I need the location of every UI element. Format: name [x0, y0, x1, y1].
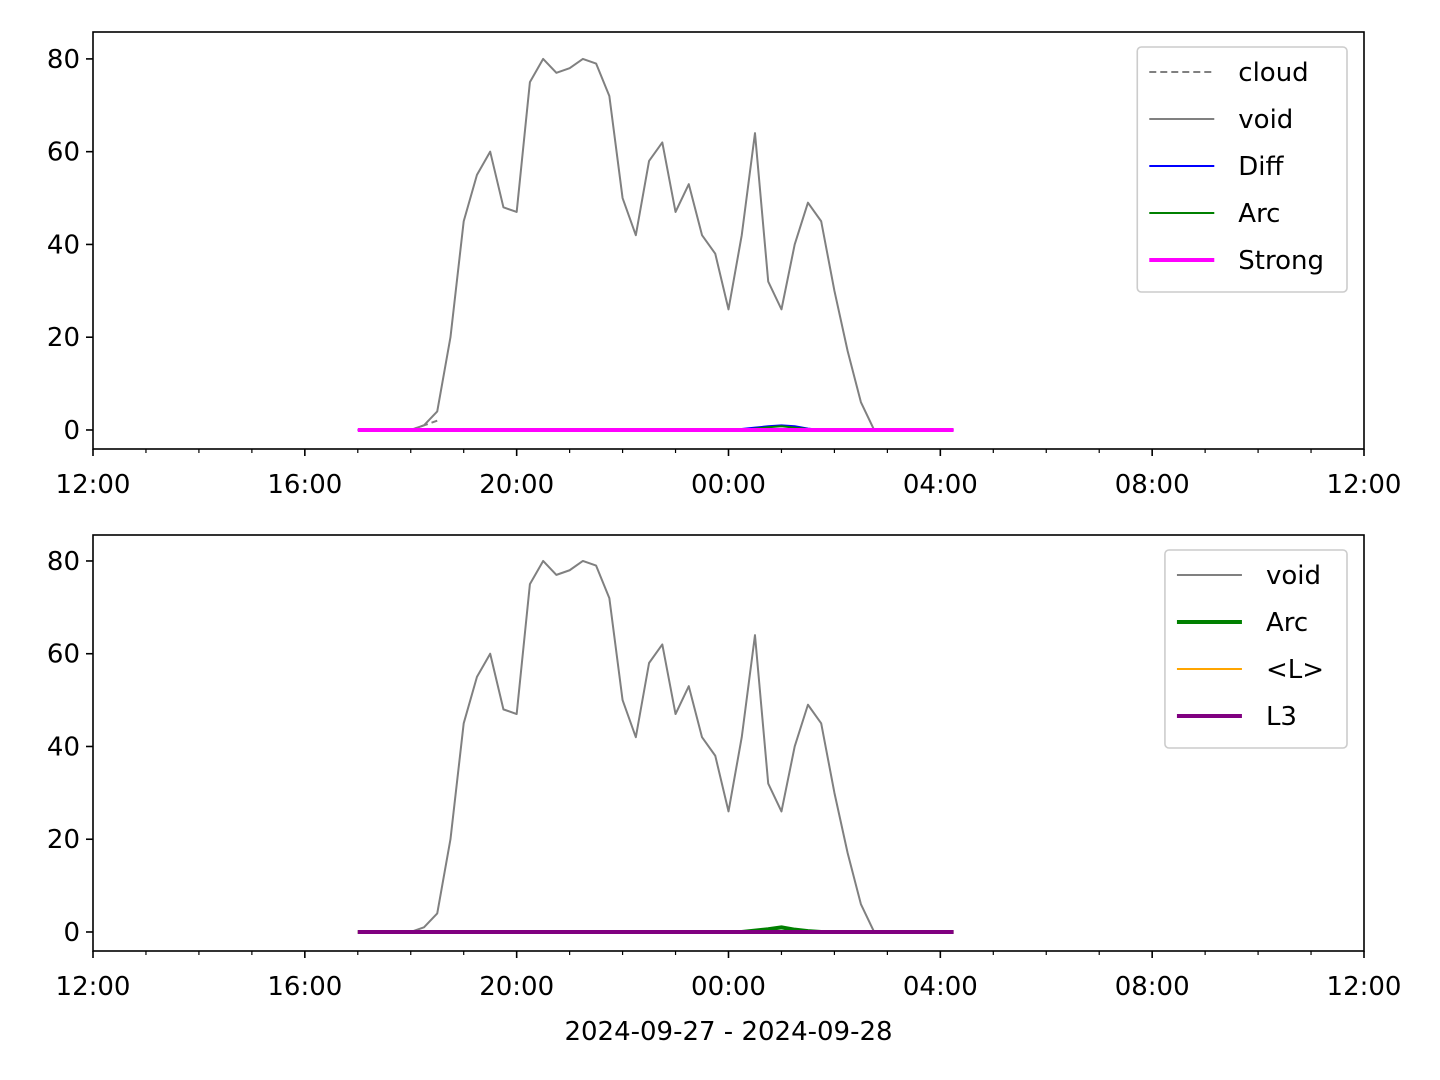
y-tick-label: 0	[63, 416, 80, 446]
y-tick-label: 20	[47, 323, 80, 353]
x-tick-label: 16:00	[267, 972, 342, 1002]
legend-label: Strong	[1238, 246, 1324, 276]
legend: void Arc <L> L3	[1164, 549, 1348, 749]
series-line	[357, 559, 876, 933]
x-tick-label: 20:00	[479, 972, 554, 1002]
y-tick-label: 40	[47, 732, 80, 762]
x-axis-label: 2024-09-27 - 2024-09-28	[564, 1017, 892, 1047]
x-tick-label: 12:00	[1327, 470, 1402, 500]
legend-frame	[1136, 46, 1348, 293]
y-tick-label: 40	[47, 230, 80, 260]
y-tick-label: 80	[47, 45, 80, 75]
legend-label: <L>	[1266, 655, 1324, 685]
y-tick-label: 60	[47, 138, 80, 168]
legend-label: Arc	[1238, 199, 1280, 229]
x-tick-label: 12:00	[56, 470, 131, 500]
y-tick-label: 60	[47, 640, 80, 670]
x-tick-label: 20:00	[479, 470, 554, 500]
legend-label: Arc	[1266, 608, 1308, 638]
legend-label: Diff	[1238, 152, 1284, 182]
series-line	[357, 57, 876, 431]
legend-label: void	[1266, 561, 1321, 591]
legend-label: void	[1238, 105, 1293, 135]
x-tick-label: 08:00	[1115, 972, 1190, 1002]
x-tick-label: 00:00	[691, 972, 766, 1002]
x-tick-label: 04:00	[903, 972, 978, 1002]
y-tick-label: 80	[47, 547, 80, 577]
y-tick-label: 20	[47, 825, 80, 855]
x-tick-label: 04:00	[903, 470, 978, 500]
plot-area	[357, 57, 954, 432]
y-tick-label: 0	[63, 918, 80, 948]
legend-label: cloud	[1238, 58, 1308, 88]
plot-area	[357, 559, 954, 934]
x-tick-label: 16:00	[267, 470, 342, 500]
x-tick-label: 00:00	[691, 470, 766, 500]
x-tick-label: 08:00	[1115, 470, 1190, 500]
x-tick-label: 12:00	[56, 972, 131, 1002]
x-tick-label: 12:00	[1327, 972, 1402, 1002]
legend-label: L3	[1266, 702, 1297, 732]
legend-frame	[1164, 549, 1348, 749]
legend: cloud void Diff Arc Strong	[1136, 46, 1348, 293]
